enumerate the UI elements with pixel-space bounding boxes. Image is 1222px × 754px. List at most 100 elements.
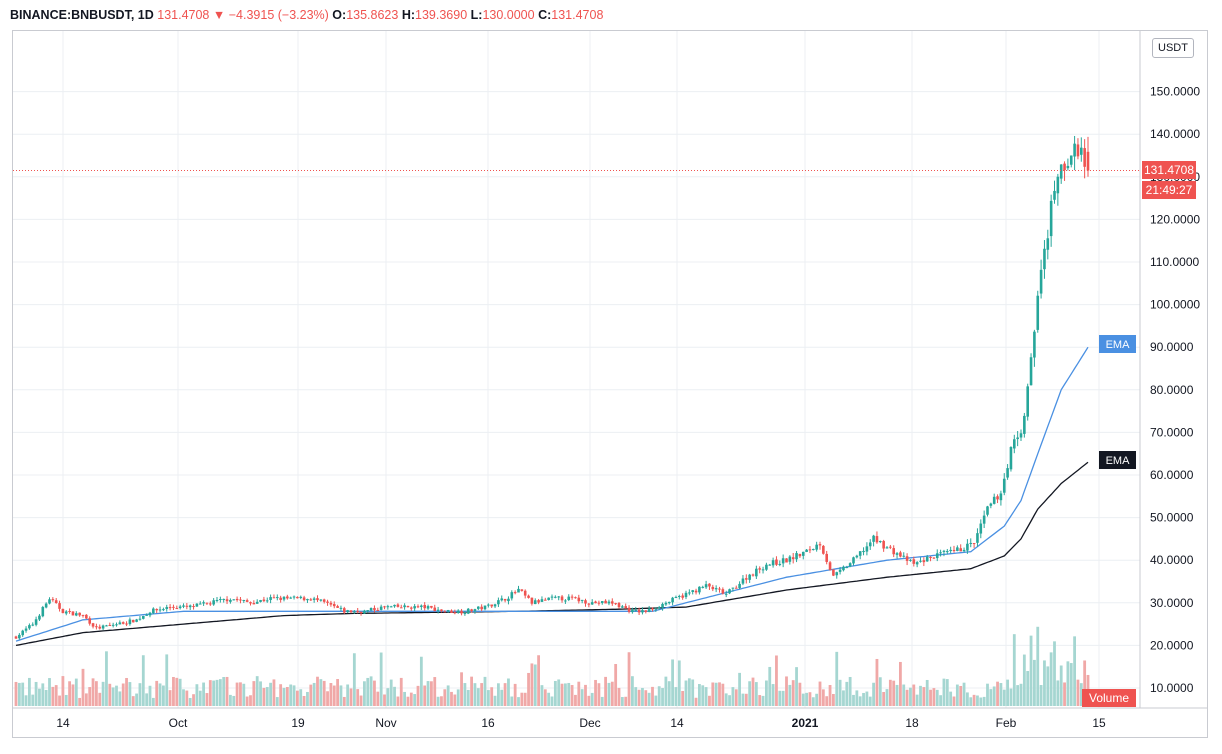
volume-bar xyxy=(620,697,624,706)
candle-body xyxy=(651,608,654,610)
candle-body xyxy=(915,562,919,565)
volume-bar xyxy=(955,684,959,706)
currency-button[interactable]: USDT xyxy=(1152,38,1194,58)
candle-body xyxy=(711,586,715,590)
candle-body xyxy=(1026,386,1029,417)
candle-body xyxy=(466,608,470,614)
volume-bar xyxy=(594,679,597,706)
time-axis[interactable]: 14 Oct 19 Nov 16 Dec 14 2021 18 Feb 15 xyxy=(56,716,1106,730)
volume-bar xyxy=(517,697,520,706)
candle-body xyxy=(845,567,849,569)
volume-bar xyxy=(1012,634,1016,706)
volume-bar xyxy=(902,684,906,706)
candlesticks xyxy=(14,135,1090,640)
volume-bar xyxy=(235,682,239,706)
volume-bar xyxy=(476,688,480,706)
volume-bar xyxy=(935,689,939,706)
volume-bar xyxy=(222,676,226,706)
volume-bar xyxy=(550,696,554,706)
time-tick-label: 18 xyxy=(905,716,919,730)
time-tick-label: 15 xyxy=(1092,716,1106,730)
volume-bar xyxy=(1076,679,1080,706)
candle-body xyxy=(386,606,390,608)
ema-fast-label-text: EMA xyxy=(1106,339,1131,351)
volume-bar xyxy=(654,695,658,706)
candle-body xyxy=(580,599,584,601)
candle-body xyxy=(708,583,711,587)
candle-body xyxy=(822,545,825,554)
candle-body xyxy=(533,600,537,605)
volume-label: Volume xyxy=(1082,689,1136,707)
volume-bar xyxy=(279,684,283,706)
candle-body xyxy=(142,615,145,619)
volume-bar xyxy=(811,697,815,706)
volume-bar xyxy=(651,686,654,706)
candle-body xyxy=(771,560,775,566)
candle-body xyxy=(600,601,604,604)
candle-body xyxy=(453,612,457,614)
volume-bar xyxy=(245,696,249,706)
volume-bar xyxy=(641,687,644,706)
candle-body xyxy=(41,607,45,617)
candle-body xyxy=(215,600,219,602)
volume-bar xyxy=(493,695,497,706)
volume-bar xyxy=(838,679,842,706)
candle-body xyxy=(925,556,929,562)
volume-bar xyxy=(999,683,1003,706)
candle-body xyxy=(1023,415,1026,434)
time-tick-label: Dec xyxy=(579,716,600,730)
volume-bar xyxy=(232,695,236,706)
volume-bar xyxy=(590,692,594,706)
candle-body xyxy=(162,609,165,611)
candle-body xyxy=(460,610,463,614)
volume-bar xyxy=(778,690,782,706)
candle-body xyxy=(567,596,571,600)
candle-body xyxy=(376,609,380,611)
candle-body xyxy=(788,556,792,562)
volume-bar xyxy=(600,696,604,706)
volume-bar xyxy=(510,696,514,706)
candle-body xyxy=(517,588,520,593)
volume-bar xyxy=(229,694,232,706)
volume-bar xyxy=(1029,635,1033,706)
candle-body xyxy=(1049,200,1053,237)
volume-bar xyxy=(972,694,976,706)
symbol-title[interactable]: BINANCE:BNBUSDT, 1D xyxy=(10,8,154,22)
volume-bar xyxy=(218,679,222,706)
volume-bar xyxy=(543,689,547,706)
candle-body xyxy=(249,602,252,604)
volume-bar xyxy=(141,655,145,706)
ema-fast-path xyxy=(15,346,1089,642)
volume-bar xyxy=(192,694,195,706)
price-axis[interactable]: 150.0000140.0000130.0000120.0000110.0000… xyxy=(1150,85,1200,695)
candle-body xyxy=(835,572,839,576)
candle-body xyxy=(614,603,617,605)
volume-bar xyxy=(711,682,715,706)
volume-bar xyxy=(801,693,805,706)
candle-body xyxy=(128,619,132,625)
volume-bar xyxy=(1083,660,1087,706)
candle-body xyxy=(728,589,731,594)
candle-body xyxy=(761,569,765,571)
volume-bar xyxy=(567,682,571,706)
candle-body xyxy=(1009,447,1013,470)
volume-bar xyxy=(14,681,18,706)
volume-bar xyxy=(282,687,286,706)
high-label: H: xyxy=(401,8,416,22)
candle-body xyxy=(885,547,889,549)
volume-bar xyxy=(91,678,95,706)
volume-bar xyxy=(574,694,577,706)
price-tick-label: 110.0000 xyxy=(1150,255,1199,269)
volume-bar xyxy=(51,686,55,706)
time-tick-label: Oct xyxy=(169,716,188,730)
candle-body xyxy=(554,596,557,598)
volume-bar xyxy=(312,682,316,706)
candle-body xyxy=(808,549,812,551)
volume-bar xyxy=(631,676,634,706)
candle-body xyxy=(510,592,514,599)
candle-body xyxy=(232,599,236,601)
volume-bar xyxy=(416,685,420,706)
candle-body xyxy=(470,609,473,612)
candle-body xyxy=(349,610,353,613)
